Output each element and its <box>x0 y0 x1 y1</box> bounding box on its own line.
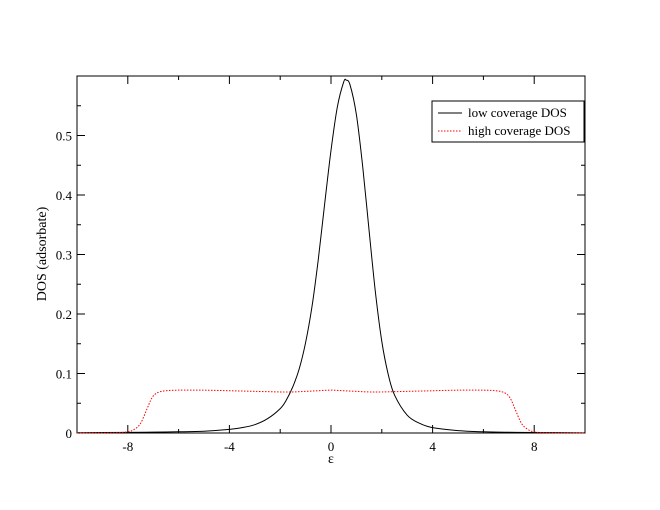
legend: low coverage DOS high coverage DOS <box>431 100 585 143</box>
x-tick-label: -4 <box>224 439 235 454</box>
legend-box <box>431 100 585 143</box>
y-tick-label: 0 <box>66 426 73 441</box>
x-tick-label: 4 <box>429 439 436 454</box>
series-line-high-coverage-dos <box>76 389 586 434</box>
y-tick-label: 0.2 <box>56 307 72 322</box>
legend-label: low coverage DOS <box>468 105 567 120</box>
x-tick-label: 0 <box>328 439 335 454</box>
x-tick-label: 8 <box>531 439 538 454</box>
x-tick-label: -8 <box>122 439 133 454</box>
y-axis-label: DOS (adsorbate) <box>35 206 50 301</box>
y-tick-label: 0.1 <box>56 367 72 382</box>
series-line-low-coverage-dos <box>76 78 586 434</box>
y-tick-label: 0.4 <box>56 188 73 203</box>
y-tick-label: 0.3 <box>56 248 72 263</box>
y-tick-label: 0.5 <box>56 129 72 144</box>
x-axis-label: ε <box>328 452 334 467</box>
legend-label: high coverage DOS <box>468 123 571 138</box>
series-layer <box>76 78 586 434</box>
